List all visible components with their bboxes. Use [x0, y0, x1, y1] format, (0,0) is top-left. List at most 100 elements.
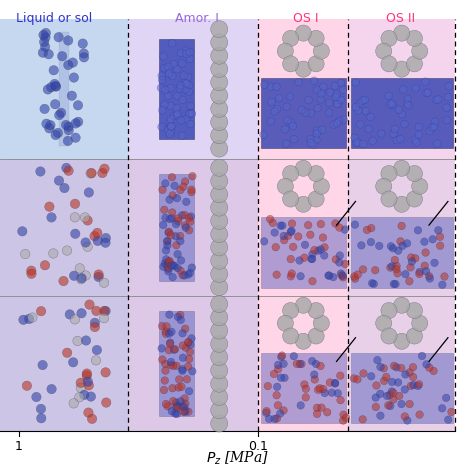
Circle shape	[50, 100, 60, 109]
Circle shape	[273, 105, 281, 113]
Circle shape	[406, 30, 422, 46]
Circle shape	[356, 100, 364, 107]
Circle shape	[263, 407, 270, 415]
Circle shape	[40, 42, 50, 52]
Circle shape	[337, 372, 344, 380]
Circle shape	[77, 309, 86, 318]
Circle shape	[270, 370, 278, 378]
Circle shape	[82, 369, 91, 378]
Circle shape	[372, 403, 380, 411]
Circle shape	[179, 354, 187, 362]
Circle shape	[414, 227, 422, 234]
Circle shape	[173, 410, 181, 418]
Circle shape	[100, 278, 109, 288]
Circle shape	[171, 346, 179, 353]
Circle shape	[333, 119, 341, 127]
Circle shape	[180, 402, 188, 410]
Circle shape	[309, 357, 316, 365]
Circle shape	[179, 96, 186, 104]
Circle shape	[415, 123, 423, 131]
Circle shape	[62, 246, 72, 255]
Circle shape	[307, 231, 314, 238]
Circle shape	[390, 362, 398, 370]
Circle shape	[46, 120, 55, 130]
Circle shape	[392, 280, 399, 288]
Circle shape	[332, 219, 339, 227]
Circle shape	[187, 109, 195, 117]
Circle shape	[184, 73, 192, 81]
Circle shape	[295, 160, 311, 176]
Circle shape	[76, 383, 86, 392]
Circle shape	[90, 231, 100, 241]
Circle shape	[401, 371, 409, 378]
Text: OS II: OS II	[386, 12, 415, 25]
Circle shape	[326, 379, 334, 386]
Text: Liquid or sol: Liquid or sol	[17, 12, 92, 25]
Circle shape	[296, 360, 304, 368]
Circle shape	[210, 296, 228, 313]
Circle shape	[323, 409, 331, 416]
Circle shape	[388, 263, 396, 270]
Circle shape	[279, 222, 286, 229]
Circle shape	[393, 25, 410, 41]
Circle shape	[365, 125, 373, 133]
Circle shape	[308, 302, 324, 319]
Circle shape	[90, 318, 100, 328]
Circle shape	[373, 382, 380, 389]
Circle shape	[367, 238, 374, 246]
Circle shape	[398, 222, 405, 230]
Circle shape	[337, 79, 345, 87]
Circle shape	[415, 381, 423, 388]
Circle shape	[406, 328, 422, 344]
Circle shape	[393, 137, 401, 144]
Circle shape	[421, 262, 428, 270]
Circle shape	[172, 399, 180, 407]
Circle shape	[390, 396, 397, 403]
Circle shape	[381, 56, 397, 72]
Circle shape	[53, 128, 63, 137]
Circle shape	[84, 188, 93, 197]
Circle shape	[369, 137, 376, 145]
Circle shape	[331, 380, 339, 387]
Circle shape	[384, 401, 392, 409]
Circle shape	[162, 400, 170, 408]
Circle shape	[169, 384, 176, 392]
Circle shape	[41, 28, 51, 38]
Circle shape	[377, 130, 385, 137]
Circle shape	[36, 167, 45, 176]
Circle shape	[325, 272, 332, 279]
Bar	[261, 78, 346, 147]
Circle shape	[189, 173, 196, 180]
Circle shape	[180, 72, 188, 79]
Circle shape	[295, 61, 311, 77]
Circle shape	[177, 267, 184, 274]
Circle shape	[36, 306, 46, 316]
Circle shape	[210, 127, 228, 144]
Bar	[351, 78, 453, 147]
Circle shape	[326, 272, 333, 279]
Circle shape	[71, 133, 80, 143]
Circle shape	[271, 229, 278, 237]
Circle shape	[309, 250, 316, 258]
Bar	[351, 353, 453, 423]
Circle shape	[355, 107, 362, 114]
Circle shape	[42, 119, 51, 128]
Circle shape	[383, 392, 391, 400]
Circle shape	[393, 262, 401, 270]
Circle shape	[49, 65, 58, 75]
Circle shape	[281, 374, 288, 382]
Circle shape	[411, 315, 428, 331]
Circle shape	[313, 127, 321, 135]
Circle shape	[98, 168, 107, 178]
Circle shape	[18, 227, 27, 236]
Circle shape	[32, 392, 41, 402]
Circle shape	[81, 336, 91, 345]
Circle shape	[340, 116, 347, 123]
Circle shape	[177, 316, 184, 324]
Circle shape	[210, 336, 228, 353]
Circle shape	[401, 386, 409, 393]
Circle shape	[76, 274, 86, 284]
Circle shape	[277, 222, 284, 229]
Text: 1: 1	[15, 440, 23, 453]
Circle shape	[313, 315, 329, 331]
